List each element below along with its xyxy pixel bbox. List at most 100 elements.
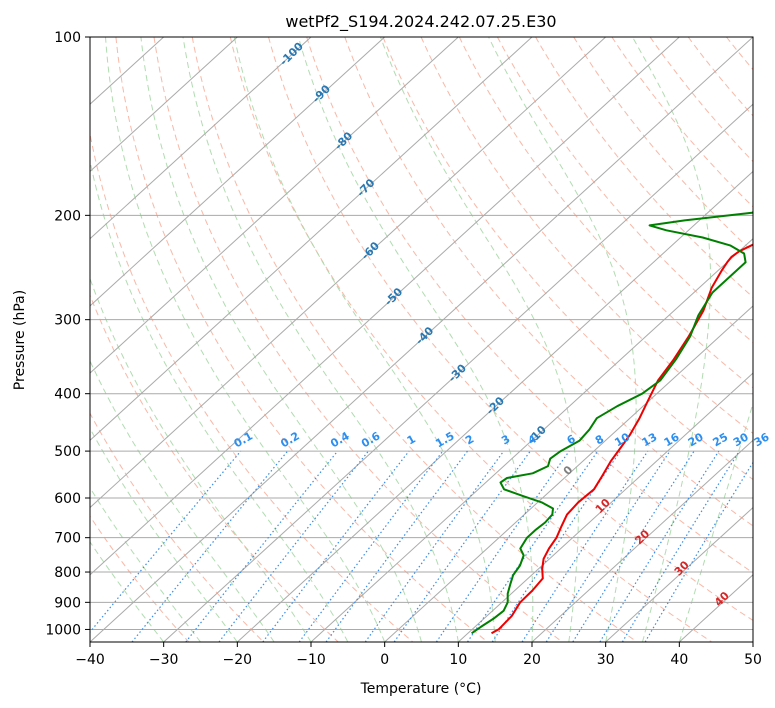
y-tick-label: 200: [54, 208, 81, 224]
mixing-ratio-line: [364, 450, 505, 642]
dry-adiabat-label: 20: [632, 527, 652, 547]
mixing-ratio-line: [393, 450, 531, 642]
dry-adiabat: [191, 37, 638, 642]
mixing-ratio-label: 0.4: [328, 429, 352, 450]
y-tick-label: 600: [54, 491, 81, 507]
mixing-ratio-line: [298, 450, 444, 642]
x-tick-label: 0: [380, 652, 389, 668]
dry-adiabat: [268, 37, 753, 622]
x-tick-label: 10: [449, 652, 467, 668]
mixing-ratio-line: [435, 450, 570, 642]
isotherm-line: [605, 506, 753, 642]
dry-adiabat: [535, 37, 753, 298]
moist-adiabat: [297, 37, 534, 642]
dry-adiabat: [90, 412, 264, 642]
dry-adiabat: [573, 37, 753, 253]
isotherm-line: [457, 372, 753, 642]
moist-adiabat: [90, 359, 275, 642]
mixing-ratio-label: 36: [752, 430, 772, 449]
dry-adiabat: [90, 131, 414, 642]
y-tick-label: 800: [54, 565, 81, 581]
dry-adiabat: [306, 37, 753, 574]
isotherm-label: -100: [277, 39, 306, 68]
x-tick-label: 20: [523, 652, 541, 668]
mixing-ratio-line: [131, 450, 289, 642]
mixing-ratio-label: 16: [662, 430, 682, 449]
temperature-profile-line: [491, 243, 753, 635]
dry-adiabat: [382, 37, 753, 481]
isotherm-line: [90, 37, 238, 173]
moist-adiabat: [233, 37, 496, 642]
y-tick-label: 1000: [45, 622, 81, 638]
dewpoint-profile-line: [471, 211, 753, 635]
y-tick-label: 900: [54, 595, 81, 611]
x-tick-label: 40: [670, 652, 688, 668]
x-tick-label: −10: [296, 652, 326, 668]
mixing-ratio-line: [521, 450, 649, 642]
y-tick-label: 100: [54, 30, 81, 46]
mixing-ratio-line: [90, 450, 242, 633]
moist-adiabat: [632, 37, 711, 642]
plot-frame: [89, 36, 754, 643]
x-tick-label: −20: [223, 652, 253, 668]
y-tick-label: 300: [54, 313, 81, 329]
moist-adiabat: [182, 37, 459, 642]
mixing-ratio-line: [599, 450, 720, 642]
mixing-ratio-label: 3: [499, 432, 512, 447]
mixing-ratio-label: 13: [640, 430, 660, 449]
mixing-ratio-line: [491, 450, 621, 642]
dry-adiabat: [153, 37, 563, 642]
mixing-ratio-label: 2: [463, 432, 476, 447]
x-tick-label: 30: [597, 652, 615, 668]
y-axis-title: Pressure (hPa): [12, 290, 28, 390]
x-tick-label: −40: [75, 652, 105, 668]
mixing-ratio-label: 0.6: [359, 429, 383, 450]
dry-adiabat: [420, 37, 753, 435]
dry-adiabat-label: 40: [712, 589, 732, 609]
y-tick-label: 400: [54, 387, 81, 403]
moist-adiabat: [90, 486, 201, 642]
isotherm-line: [90, 37, 607, 509]
dry-adiabat: [687, 37, 753, 117]
isotherm-line: [90, 37, 680, 576]
mixing-ratio-label: 1: [405, 432, 418, 447]
x-tick-label: −30: [149, 652, 179, 668]
mixing-ratio-line: [572, 450, 695, 642]
x-axis-title: Temperature (°C): [360, 681, 482, 697]
y-tick-label: 700: [54, 531, 81, 547]
dry-adiabat: [496, 37, 753, 344]
mixing-ratio-label: 1.5: [433, 429, 456, 450]
mixing-ratio-line: [621, 450, 740, 642]
isotherm-line: [310, 237, 753, 642]
dry-adiabat-label: 0: [561, 463, 576, 478]
y-tick-label: 500: [54, 444, 81, 460]
isotherm-line: [531, 439, 753, 642]
isotherm-line: [90, 37, 312, 240]
mixing-ratio-label: 8: [593, 432, 606, 447]
x-tick-label: 50: [744, 652, 762, 668]
mixing-ratio-label: 10: [612, 430, 632, 449]
moist-adiabat: [140, 37, 422, 642]
dry-adiabat: [726, 37, 753, 71]
mixing-ratio-label: 0.2: [278, 429, 301, 450]
isotherm-line: [90, 37, 533, 442]
moist-adiabat: [488, 37, 637, 642]
mixing-ratio-line: [545, 450, 671, 642]
dry-adiabat: [765, 37, 775, 642]
mixing-ratio-label: 25: [711, 430, 731, 449]
dry-adiabat: [229, 37, 712, 642]
mixing-ratio-line: [466, 450, 599, 642]
chart-title: wetPf2_S194.2024.242.07.25.E30: [285, 12, 556, 32]
moist-adiabat: [90, 158, 349, 642]
dry-adiabat: [649, 37, 753, 163]
mixing-ratio-line: [218, 450, 369, 642]
mixing-ratio-line: [185, 450, 339, 642]
mixing-ratio-label: 0.1: [232, 429, 255, 450]
dry-adiabat: [90, 515, 190, 642]
dry-adiabat-label: 10: [593, 496, 613, 516]
moist-adiabat: [90, 540, 165, 642]
moist-adiabat: [105, 37, 386, 642]
moist-adiabat: [90, 427, 238, 642]
isotherm-line: [163, 103, 753, 642]
